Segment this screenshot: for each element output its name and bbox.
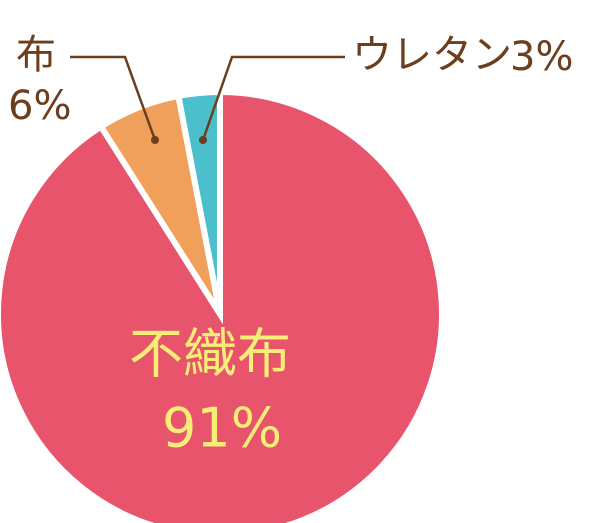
- value-label: 6%: [8, 83, 71, 129]
- leader-line: [201, 55, 345, 141]
- pie: [0, 88, 445, 523]
- category-label: 布: [16, 32, 56, 78]
- category-label: ウレタン: [352, 32, 512, 78]
- leader-dot: [199, 136, 207, 144]
- value-label: 3%: [510, 34, 573, 80]
- leader-line: [70, 55, 157, 141]
- leader-dot: [151, 136, 159, 144]
- category-label: 不織布: [129, 323, 291, 386]
- value-label: 91%: [162, 397, 282, 460]
